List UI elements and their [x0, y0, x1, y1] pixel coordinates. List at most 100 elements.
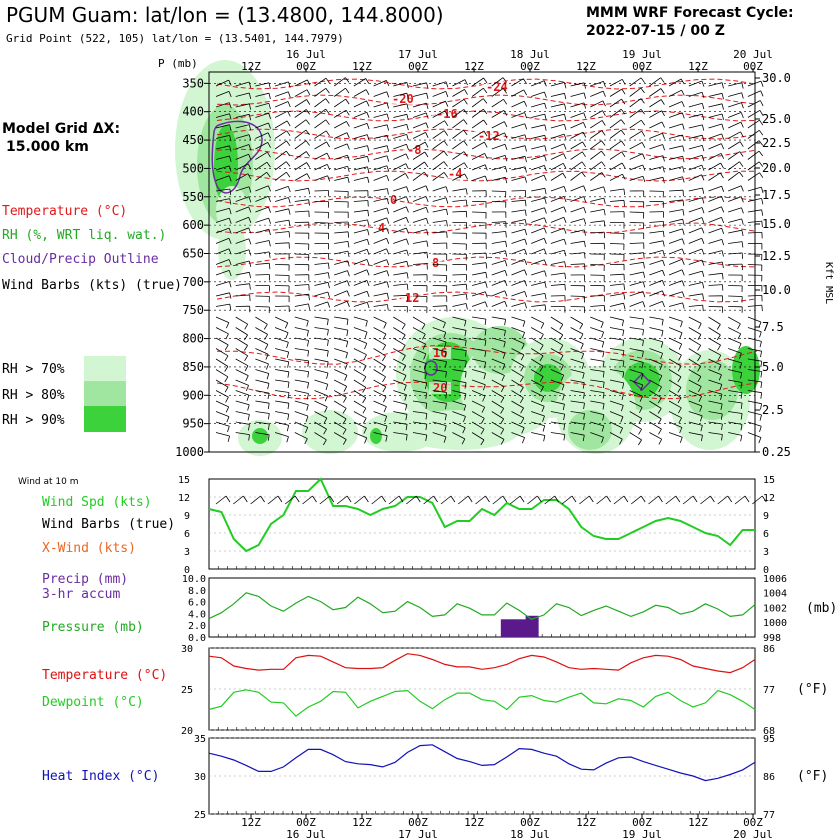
- wind-barb: [334, 121, 347, 129]
- wind-barb: [235, 390, 250, 396]
- wind-barb: [728, 390, 743, 393]
- wind-barb-feather: [443, 150, 448, 157]
- wind-barb: [570, 122, 584, 129]
- wind-barb: [609, 78, 623, 87]
- wind-barb-feather: [682, 199, 685, 206]
- wind-barb-feather: [244, 334, 248, 341]
- wind-barb-feather: [268, 413, 270, 420]
- wind-barb: [255, 92, 270, 97]
- wind-barb-feather: [382, 355, 386, 362]
- wind-barb: [491, 221, 506, 223]
- wind-barb: [550, 400, 565, 405]
- surface-wind-barb: [284, 495, 296, 505]
- wind-barb: [393, 134, 407, 139]
- wind-barb-feather: [406, 249, 409, 256]
- wind-barb: [550, 113, 565, 118]
- wind-barb-feather: [326, 152, 331, 159]
- wind-barb-feather: [248, 92, 252, 99]
- kft-tick-label: 22.5: [762, 136, 791, 150]
- wind-barb-feather: [248, 238, 252, 245]
- wind-barb-feather: [759, 414, 762, 421]
- wind-barb-feather: [385, 435, 388, 442]
- surface-wind-barb-feather: [537, 495, 542, 503]
- wind-barb-feather: [561, 374, 565, 381]
- wind-barb: [590, 400, 605, 404]
- wind-barb-feather: [386, 227, 390, 234]
- surface-wind-barb-feather: [623, 495, 629, 503]
- wind-barb: [373, 421, 388, 427]
- wind-barb: [353, 259, 368, 265]
- wind-barb: [590, 100, 604, 108]
- wind-barb: [393, 283, 408, 286]
- date-label-top: 16 Jul: [286, 48, 326, 61]
- wind-barb-feather: [583, 392, 585, 399]
- wind-barb-feather: [405, 424, 408, 431]
- wind-barb: [215, 102, 230, 108]
- wind-spd-legend: Wind Spd (kts): [42, 495, 152, 510]
- wind-barb: [334, 221, 349, 223]
- temperature-contour: [216, 110, 758, 122]
- wind-barb: [373, 102, 388, 108]
- wind-barb-feather: [678, 417, 682, 424]
- wind-barb: [373, 217, 387, 223]
- pressure-tick-label: 700: [182, 275, 204, 289]
- wind-barb: [531, 432, 545, 436]
- wind-barb-feather: [444, 425, 447, 432]
- wind-barb: [334, 231, 349, 234]
- wind-barb-feather: [305, 151, 311, 157]
- wind-barb-feather: [662, 290, 665, 297]
- wind-barb: [629, 337, 644, 341]
- wind-barb: [550, 123, 565, 129]
- wind-barb-feather: [502, 352, 506, 359]
- wind-barb-feather: [346, 341, 349, 348]
- wind-barb-feather: [248, 154, 252, 160]
- kft-tick-label: 0.25: [762, 445, 791, 459]
- wind-barb: [294, 162, 307, 171]
- surface-wind-barb-feather: [485, 495, 490, 503]
- wind-barb-feather: [425, 132, 429, 138]
- wind-barb-feather: [737, 323, 741, 330]
- wind-barb-feather: [740, 435, 743, 442]
- rh-area: [302, 410, 358, 454]
- wind-barb: [491, 98, 504, 108]
- wind-barb: [412, 112, 427, 118]
- wind-barb: [649, 279, 663, 286]
- wind-barb: [747, 109, 761, 118]
- surface-wind-barb-feather: [571, 495, 577, 503]
- wind-barb-feather: [265, 354, 269, 360]
- wind-barb-feather: [224, 355, 229, 362]
- wind-barb-feather: [268, 185, 271, 192]
- wind-barb-feather: [504, 290, 508, 297]
- wind-barb: [747, 140, 760, 150]
- wind-barb: [314, 390, 328, 397]
- wind-barb-feather: [366, 100, 370, 107]
- wind-barb-feather: [639, 396, 643, 402]
- wind-barb: [235, 411, 250, 415]
- wind-barb: [590, 348, 605, 352]
- wind-barb: [708, 239, 723, 244]
- wind-barb: [215, 369, 229, 378]
- wind-barb: [570, 390, 585, 394]
- wind-barb: [590, 305, 605, 307]
- wind-barb-feather: [445, 403, 447, 410]
- wind-barb: [708, 432, 723, 435]
- wind-barb-feather: [582, 141, 587, 148]
- surface-wind-barb: [544, 495, 555, 505]
- time-tick-label-top: 00Z: [296, 60, 316, 73]
- wind-barb: [275, 379, 290, 383]
- wind-barb: [215, 281, 230, 286]
- wind-barb-feather: [682, 219, 685, 226]
- wind-barb: [314, 222, 329, 224]
- wind-barb-feather: [682, 302, 685, 309]
- wind-barb: [471, 281, 486, 286]
- pressure-tick-label: 550: [182, 190, 204, 204]
- wind-barb-feather: [347, 260, 350, 267]
- wind-barb: [668, 280, 683, 286]
- wind-barb: [255, 185, 269, 192]
- wind-barb: [688, 91, 703, 97]
- wind-10m-label: Wind at 10 m: [18, 477, 78, 487]
- kft-tick-label: 25.0: [762, 112, 791, 126]
- wind-barb-feather: [601, 120, 606, 126]
- wind-barb: [629, 281, 644, 286]
- wind-barb: [471, 77, 484, 87]
